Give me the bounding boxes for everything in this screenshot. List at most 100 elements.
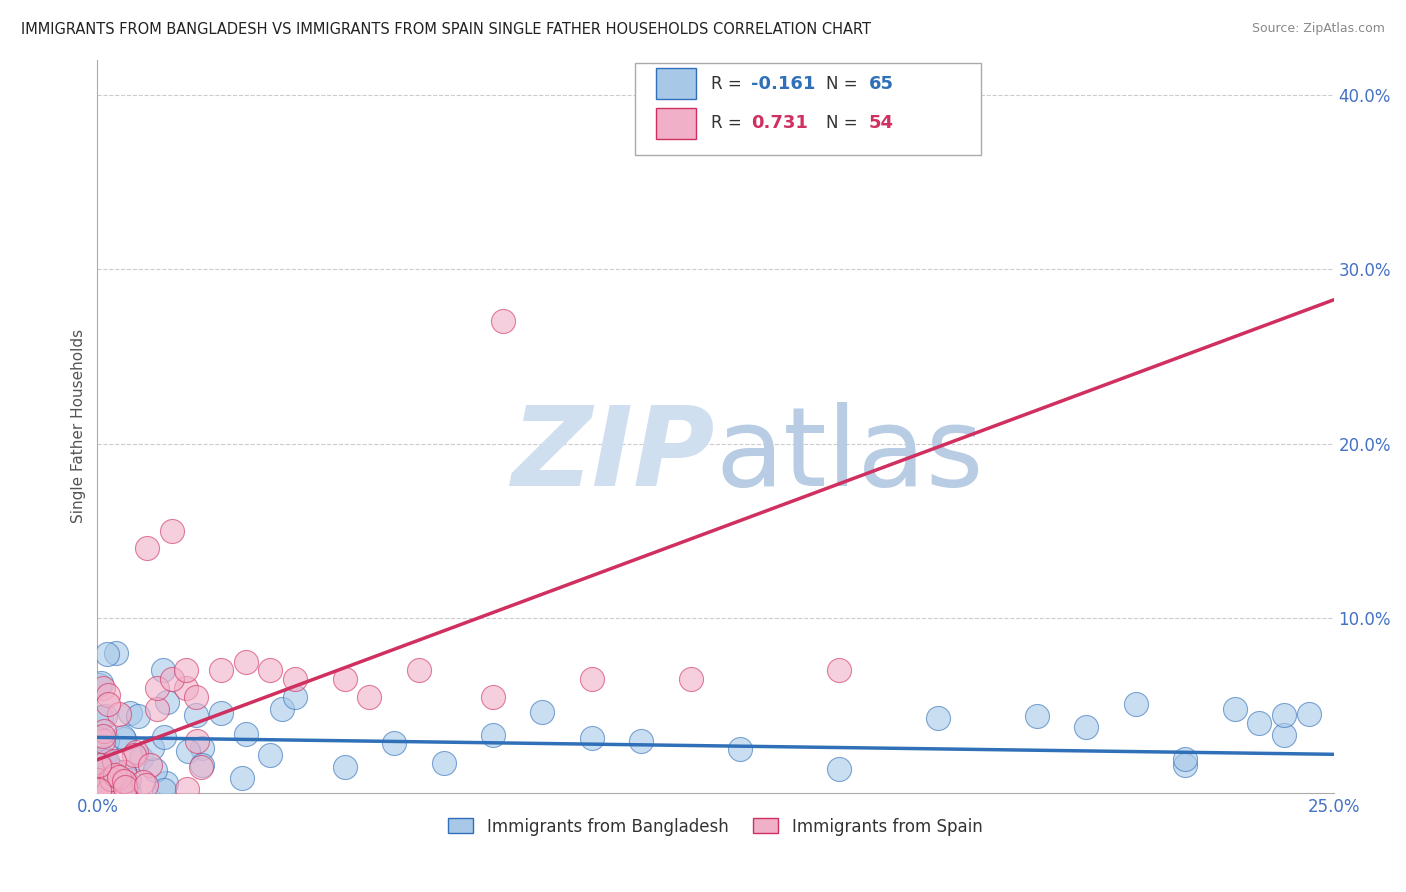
Point (96, 648, 118, 662)
Point (108, 706, 131, 721)
Point (160, 672, 183, 686)
Point (284, 690, 307, 704)
Point (482, 690, 505, 704)
Text: atlas: atlas (716, 402, 984, 509)
Point (145, 681, 167, 695)
Point (122, 747, 145, 762)
Point (131, 751, 153, 765)
Point (103, 754, 125, 768)
Text: IMMIGRANTS FROM BANGLADESH VS IMMIGRANTS FROM SPAIN SINGLE FATHER HOUSEHOLDS COR: IMMIGRANTS FROM BANGLADESH VS IMMIGRANTS… (21, 22, 872, 37)
Point (531, 705, 554, 719)
Point (152, 664, 174, 678)
Point (828, 762, 851, 776)
Point (90, 778, 112, 792)
Point (177, 744, 200, 758)
Point (96, 754, 118, 768)
Text: R =: R = (710, 114, 747, 132)
Point (1223, 701, 1246, 715)
Point (90, 770, 112, 784)
Point (118, 773, 141, 788)
Text: ZIP: ZIP (512, 402, 716, 509)
Point (152, 731, 174, 745)
Point (90, 676, 112, 690)
Point (191, 758, 214, 772)
Point (91, 781, 114, 796)
Point (156, 695, 179, 709)
Point (112, 774, 135, 789)
Point (91, 729, 114, 743)
Point (87, 678, 110, 692)
Point (105, 646, 128, 660)
Point (89, 784, 111, 798)
FancyBboxPatch shape (657, 68, 696, 99)
Point (271, 702, 294, 716)
Point (186, 734, 208, 748)
Point (1298, 707, 1320, 722)
Point (89, 783, 111, 797)
Point (333, 672, 356, 686)
Point (107, 770, 129, 784)
Point (97, 784, 120, 798)
Point (146, 702, 169, 716)
Point (87, 758, 110, 772)
Point (86, 782, 108, 797)
Point (679, 672, 702, 686)
FancyBboxPatch shape (657, 108, 696, 138)
Point (432, 756, 454, 770)
Point (155, 775, 177, 789)
Point (176, 782, 198, 797)
Point (100, 772, 122, 787)
Point (114, 775, 136, 789)
Point (90, 758, 112, 772)
Text: 54: 54 (869, 114, 894, 132)
Text: Source: ZipAtlas.com: Source: ZipAtlas.com (1251, 22, 1385, 36)
Point (132, 774, 155, 789)
Point (191, 741, 214, 756)
Point (91, 681, 114, 695)
Point (231, 771, 253, 785)
Text: 0.731: 0.731 (751, 114, 808, 132)
Text: -0.161: -0.161 (751, 75, 815, 93)
Point (114, 782, 136, 797)
Point (492, 314, 515, 328)
Point (176, 664, 198, 678)
Point (259, 747, 281, 762)
Point (93, 751, 115, 765)
Point (135, 541, 157, 556)
Point (93, 709, 115, 723)
Point (93, 733, 115, 747)
Point (927, 711, 949, 725)
Legend: Immigrants from Bangladesh, Immigrants from Spain: Immigrants from Bangladesh, Immigrants f… (449, 818, 983, 836)
Point (107, 778, 129, 792)
Point (91, 762, 114, 776)
Point (93, 779, 115, 793)
Point (382, 736, 405, 750)
Point (127, 709, 149, 723)
Point (139, 758, 162, 772)
Point (115, 778, 138, 792)
Point (97, 697, 120, 711)
Point (145, 763, 167, 777)
Point (86, 780, 108, 795)
Point (100, 761, 122, 775)
Text: N =: N = (825, 114, 862, 132)
Point (408, 664, 430, 678)
Point (141, 740, 163, 755)
Point (581, 672, 603, 686)
Point (1125, 698, 1147, 712)
Point (728, 742, 751, 756)
Point (581, 731, 603, 745)
Point (105, 775, 128, 789)
Point (125, 746, 148, 760)
Point (1272, 707, 1295, 722)
Text: 65: 65 (869, 75, 894, 93)
Point (120, 706, 142, 721)
Point (186, 707, 208, 722)
Point (209, 664, 232, 678)
Point (259, 664, 281, 678)
Point (1174, 757, 1197, 772)
Point (235, 727, 257, 741)
FancyBboxPatch shape (636, 63, 981, 155)
Point (482, 728, 505, 742)
Point (118, 785, 141, 799)
